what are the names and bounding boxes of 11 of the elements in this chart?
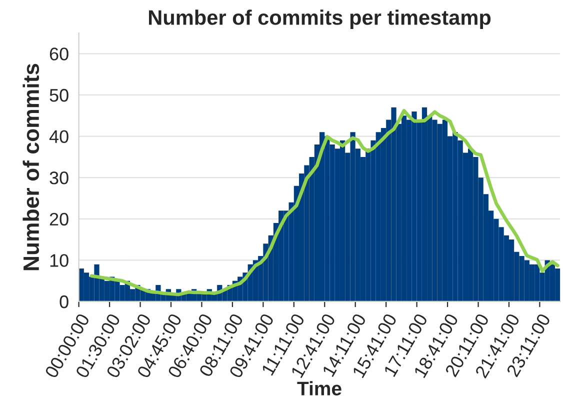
y-tick-label: 50	[50, 88, 68, 102]
y-tick-label: 20	[50, 212, 68, 226]
y-tick-label: 30	[50, 172, 68, 184]
chart-title: Number of commits per timestamp	[148, 10, 491, 30]
y-axis-title: Number of commits	[22, 64, 40, 270]
y-tick-label: 60	[50, 48, 68, 60]
x-axis-title: Time	[297, 381, 342, 396]
y-tick-label: 0	[60, 295, 68, 308]
line-series	[90, 108, 560, 296]
y-tick-label: 40	[49, 130, 68, 144]
y-tick-label: 10	[50, 254, 68, 267]
